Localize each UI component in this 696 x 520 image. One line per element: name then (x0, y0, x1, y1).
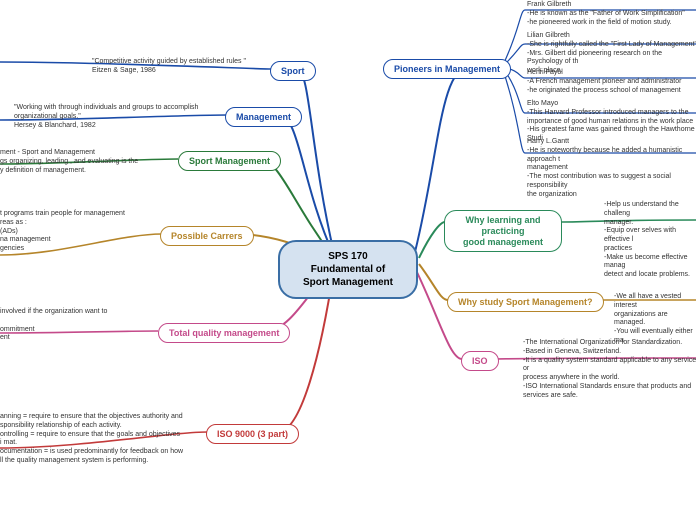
pioneer-2: Henri Fayol-A French management pioneer … (527, 69, 696, 95)
node-management[interactable]: Management (225, 107, 302, 127)
note-management: "Working with through individuals and gr… (14, 104, 224, 130)
note-tqm: involved if the organization want toommi… (0, 308, 150, 343)
note-careers: t programs train people for managementre… (0, 210, 155, 254)
note-iso9000: anning = require to ensure that the obje… (0, 413, 200, 466)
center-node: SPS 170 Fundamental of Sport Management (278, 240, 418, 299)
node-why-study[interactable]: Why study Sport Management? (447, 292, 604, 312)
note-why-learn: -Help us understand the challengmanager.… (604, 201, 696, 280)
node-why-learn[interactable]: Why learning and practicinggood manageme… (444, 210, 562, 252)
node-pioneers[interactable]: Pioneers in Management (383, 59, 511, 79)
node-iso[interactable]: ISO (461, 351, 499, 371)
pioneer-0: Frank Gilbreth-He is known as the "Fathe… (527, 1, 696, 27)
node-sport[interactable]: Sport (270, 61, 316, 81)
node-tqm[interactable]: Total quality management (158, 323, 290, 343)
node-sport-mgmt[interactable]: Sport Management (178, 151, 281, 171)
note-why-study: -We all have a vested interestorganizati… (614, 293, 696, 346)
node-iso9000[interactable]: ISO 9000 (3 part) (206, 424, 299, 444)
node-careers[interactable]: Possible Carrers (160, 226, 254, 246)
center-line3: Sport Management (294, 276, 402, 289)
center-line2: Fundamental of (294, 263, 402, 276)
note-sport-mgmt: ment - Sport and Managementgs organizing… (0, 149, 175, 175)
center-line1: SPS 170 (294, 250, 402, 263)
note-sport: "Competitive activity guided by establis… (92, 58, 262, 76)
note-iso: -The International Organization for Stan… (523, 339, 696, 400)
pioneer-4: Harry L.Gantt-He is noteworthy because h… (527, 138, 696, 199)
